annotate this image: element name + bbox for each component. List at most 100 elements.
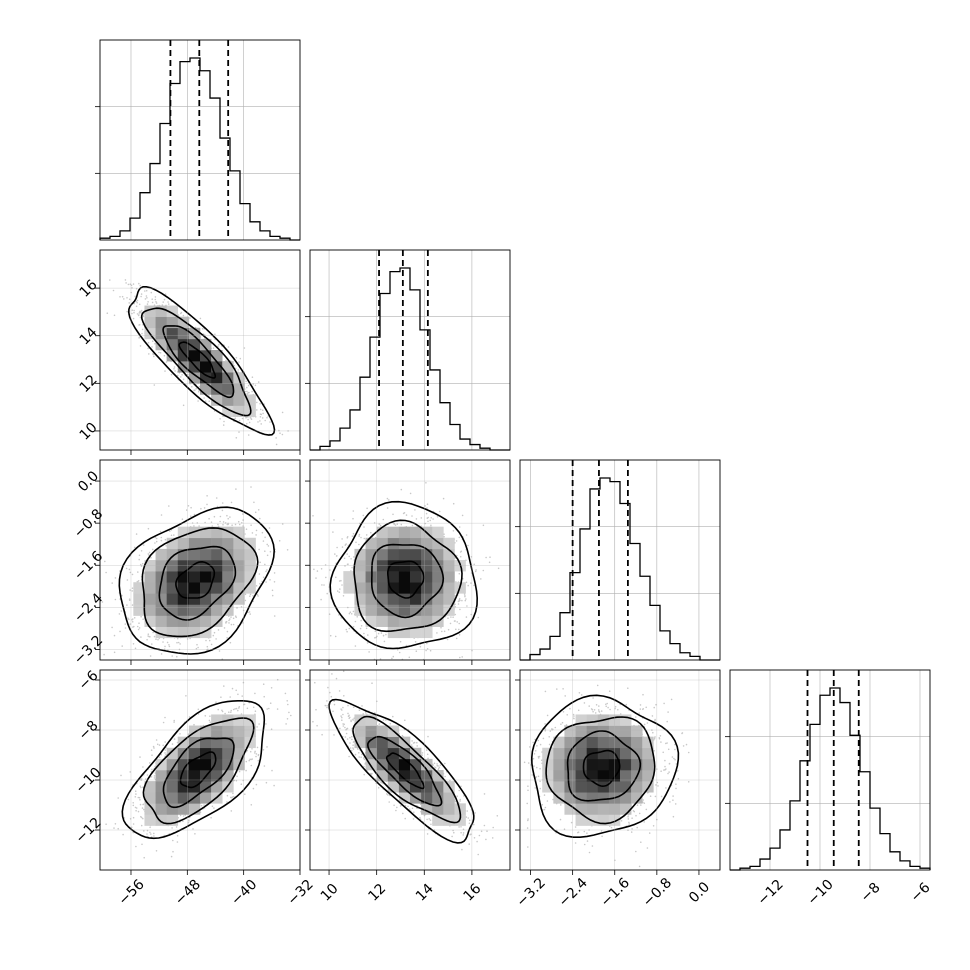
contour-line [162,325,235,399]
density-cell [575,736,587,749]
density-cell [575,714,587,726]
density-cell [188,626,201,639]
density-cell [586,725,599,737]
density-cell [387,770,400,782]
density-cell [211,548,223,561]
density-cell [166,626,179,639]
density-cell [421,604,433,616]
panel-content [106,279,289,446]
density-cell [200,792,212,804]
density-cell [421,593,433,605]
contour-line [179,751,217,789]
density-cell [177,350,190,362]
scatter-panel-3-1 [305,669,511,875]
axes-frame [729,669,931,871]
density-cell [155,571,167,583]
density-cell [443,792,455,804]
density-cell [177,593,190,605]
density-cell [233,725,245,737]
density-cell [553,758,565,771]
density-cell [166,338,179,351]
density-cell [620,803,632,815]
panel-content [101,486,289,660]
density-cell [586,781,599,793]
density-cell [620,725,632,737]
density-cell [166,814,179,826]
density-cell [211,747,223,760]
density-cell [432,781,444,793]
y-tick-label: 14 [77,324,101,348]
contour-line [387,560,425,599]
density-cell [144,781,156,793]
density-cell [410,582,422,594]
density-cell [166,792,179,804]
density-cell [398,747,411,760]
density-cell [144,582,156,594]
density-cell [188,338,201,351]
contour-line [371,543,445,619]
axes-frame [99,669,301,871]
density-cell [166,305,179,317]
contour-line [353,519,463,633]
density-cell [410,604,422,616]
density-cell [343,571,355,583]
axes-frame [309,459,511,661]
density-cell [244,537,256,550]
density-cell [200,626,212,639]
density-cell [387,560,400,572]
density-cell [177,571,190,583]
contour-line [566,730,642,802]
density-cell [376,593,389,605]
density-cell [155,338,167,351]
density-cell [398,526,411,539]
density-cell [376,571,389,583]
x-tick-label: −32 [285,877,317,909]
density-cell [244,582,256,594]
density-cell [200,338,212,351]
density-cell [211,361,223,373]
density-cell [211,372,223,384]
density-cell [564,781,576,793]
density-cell [222,582,234,594]
histogram-step [310,267,510,451]
contour-line [140,307,252,417]
density-cell [177,626,190,639]
density-cell [177,537,190,550]
axes-frame [519,669,721,871]
density-cell [354,571,366,583]
density-cell [542,770,554,782]
density-cell [188,327,201,340]
density-cell [432,814,444,826]
density-cell [155,560,167,572]
density-cell [586,770,599,782]
density-cell [222,770,234,782]
density-cell [155,316,167,329]
density-cell [586,758,599,771]
contour-line [121,700,266,840]
density-cell [365,537,377,550]
scatter-panel-3-2 [515,669,721,875]
density-cell [432,526,444,539]
density-cell [387,626,400,639]
y-tick-label: −1.6 [71,548,106,583]
density-cell [564,770,576,782]
density-cell [387,548,400,561]
density-cell [575,803,587,815]
density-cell [575,781,587,793]
density-cell [421,792,433,804]
density-cell [575,770,587,782]
density-cell [376,560,389,572]
density-cell [443,814,455,826]
density-cell [376,615,389,627]
density-cell [222,383,234,395]
density-cell [133,593,145,605]
density-cell [211,604,223,616]
density-cell [398,582,411,594]
density-cell [166,615,179,627]
density-cell [421,803,433,815]
density-cell [354,548,366,561]
density-cell [443,571,455,583]
density-cell [553,736,565,749]
density-cell [144,305,156,317]
density-cell [432,582,444,594]
